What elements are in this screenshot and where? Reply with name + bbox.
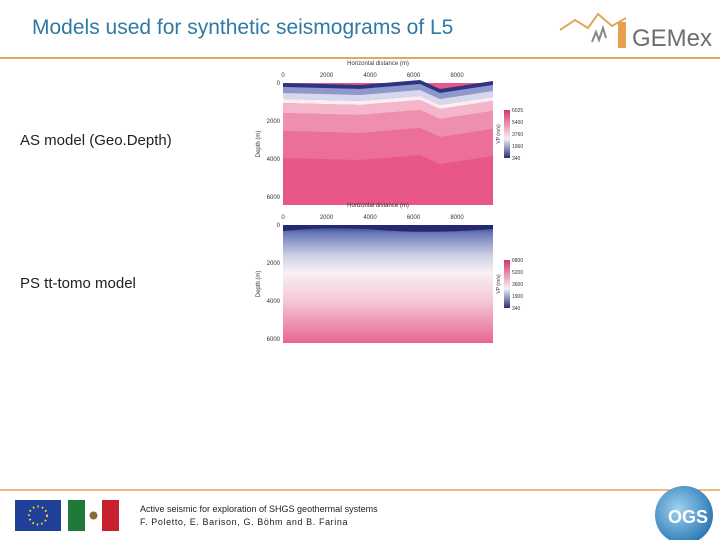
model-layer bbox=[283, 110, 493, 137]
y-tick-label: 6000 bbox=[267, 337, 281, 343]
y-tick-label: 6000 bbox=[267, 195, 281, 201]
model-layer bbox=[283, 96, 493, 109]
model-surface bbox=[283, 225, 493, 232]
footer-authors: F. Poletto, E. Barison, G. Böhm and B. F… bbox=[140, 517, 349, 527]
colorbar bbox=[504, 260, 510, 308]
x-tick-label: 6000 bbox=[407, 73, 421, 79]
x-tick-label: 2000 bbox=[320, 73, 334, 79]
colorbar-tick-label: 1900 bbox=[512, 294, 523, 300]
x-tick-label: 0 bbox=[281, 215, 285, 221]
slide-title: Models used for synthetic seismograms of… bbox=[32, 16, 454, 39]
model-background bbox=[283, 225, 493, 343]
y-axis-title: Depth (m) bbox=[256, 131, 262, 158]
gemex-logo: GEMex bbox=[559, 12, 712, 52]
model-layer bbox=[283, 100, 493, 119]
ogs-logo: OGS bbox=[655, 486, 713, 540]
section-label: PS tt-tomo model bbox=[20, 275, 136, 292]
logo-text: GEMex bbox=[632, 25, 712, 52]
y-axis-title: Depth (m) bbox=[256, 271, 262, 298]
eu-flag bbox=[15, 500, 61, 531]
x-tick-label: 0 bbox=[281, 73, 285, 79]
footer-text: Active seismic for exploration of SHGS g… bbox=[140, 504, 378, 514]
colorbar-title: VP (m/s) bbox=[496, 124, 502, 144]
model-layer bbox=[283, 90, 493, 105]
x-tick-label: 4000 bbox=[363, 215, 377, 221]
x-tick-label: 8000 bbox=[450, 215, 464, 221]
x-tick-label: 6000 bbox=[407, 215, 421, 221]
y-tick-label: 4000 bbox=[267, 299, 281, 305]
y-tick-label: 0 bbox=[277, 81, 281, 87]
colorbar-tick-label: 3600 bbox=[512, 282, 523, 288]
model-layer bbox=[283, 128, 493, 164]
y-tick-label: 0 bbox=[277, 223, 281, 229]
colorbar-tick-label: 5400 bbox=[512, 120, 523, 126]
model-layer bbox=[283, 80, 493, 93]
colorbar bbox=[504, 110, 510, 158]
colorbar-tick-label: 6025 bbox=[512, 108, 523, 114]
logo-text: OGS bbox=[668, 507, 708, 527]
x-axis-title: Horizontal distance (m) bbox=[347, 61, 409, 67]
colorbar-tick-label: 5200 bbox=[512, 270, 523, 276]
x-tick-label: 8000 bbox=[450, 73, 464, 79]
x-axis-title: Horizontal distance (m) bbox=[347, 203, 409, 209]
colorbar-tick-label: 1960 bbox=[512, 144, 523, 150]
y-tick-label: 4000 bbox=[267, 157, 281, 163]
x-tick-label: 4000 bbox=[363, 73, 377, 79]
colorbar-tick-label: 340 bbox=[512, 156, 521, 162]
y-tick-label: 2000 bbox=[267, 261, 281, 267]
model-layer bbox=[283, 84, 493, 99]
colorbar-tick-label: 3760 bbox=[512, 132, 523, 138]
section-label: AS model (Geo.Depth) bbox=[20, 132, 172, 149]
model-figure: Horizontal distance (m) 0 2000 4000 6000 8000… bbox=[256, 61, 523, 205]
y-tick-label: 2000 bbox=[267, 119, 281, 125]
x-tick-label: 2000 bbox=[320, 215, 334, 221]
model-figure: Horizontal distance (m) 0 2000 4000 6000 8000… bbox=[256, 203, 523, 343]
mexico-flag bbox=[68, 500, 119, 531]
colorbar-title: VP (m/s) bbox=[496, 274, 502, 294]
colorbar-tick-label: 6800 bbox=[512, 258, 523, 264]
colorbar-tick-label: 340 bbox=[512, 306, 521, 312]
